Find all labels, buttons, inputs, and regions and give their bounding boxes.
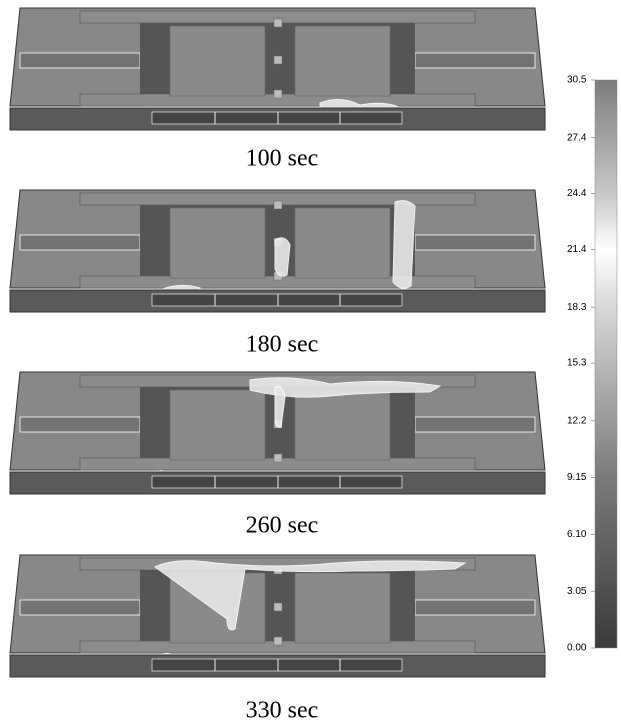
- right-bar: [415, 235, 535, 250]
- right-bar: [415, 600, 535, 615]
- left-bar: [20, 417, 140, 432]
- column: [274, 201, 282, 209]
- colorbar-tick-label: 21.4: [567, 244, 587, 255]
- snapshot: 330 sec: [10, 555, 545, 724]
- colorbar: [595, 80, 617, 648]
- room-right: [295, 573, 390, 643]
- right-bar: [415, 417, 535, 432]
- colorbar-tick-label: 24.4: [567, 188, 587, 199]
- colorbar-tick-label: 0.00: [567, 643, 587, 654]
- colorbar-tick-label: 30.5: [567, 75, 587, 86]
- colorbar-tick-label: 6.10: [567, 529, 587, 540]
- column: [274, 637, 282, 645]
- snapshot: 180 sec: [10, 190, 545, 358]
- colorbar-tick-label: 15.3: [567, 358, 587, 369]
- column: [274, 603, 282, 611]
- colorbar-tick-label: 3.05: [567, 586, 587, 597]
- panel-label: 180 sec: [246, 332, 319, 358]
- room-right: [295, 26, 390, 96]
- platform-inner: [152, 659, 402, 671]
- right-bar: [415, 53, 535, 68]
- figure: 100 sec 180 sec 260 sec 330 sec 30.5 27.4 24.4…: [0, 0, 621, 724]
- panel-label: 260 sec: [246, 513, 319, 539]
- room-left: [170, 26, 265, 96]
- snapshot: 260 sec: [10, 372, 545, 539]
- room-right: [295, 390, 390, 460]
- column: [274, 90, 282, 98]
- panel-label: 330 sec: [246, 698, 319, 724]
- panel-label: 100 sec: [246, 146, 319, 172]
- snapshot: 100 sec: [10, 8, 545, 172]
- room-left: [170, 208, 265, 278]
- left-bar: [20, 600, 140, 615]
- platform-inner: [152, 476, 402, 488]
- column: [274, 454, 282, 462]
- room-right: [295, 208, 390, 278]
- colorbar-tick-label: 27.4: [567, 132, 587, 143]
- hot-region: [393, 201, 415, 289]
- column: [274, 56, 282, 64]
- colorbar-tick-label: 12.2: [567, 415, 587, 426]
- room-left: [170, 390, 265, 460]
- hot-region: [275, 238, 290, 276]
- colorbar-tick-label: 18.3: [567, 302, 587, 313]
- platform-inner: [152, 294, 402, 306]
- left-bar: [20, 235, 140, 250]
- platform-inner: [152, 112, 402, 124]
- left-bar: [20, 53, 140, 68]
- colorbar-tick-label: 9.15: [567, 472, 587, 483]
- column: [274, 19, 282, 27]
